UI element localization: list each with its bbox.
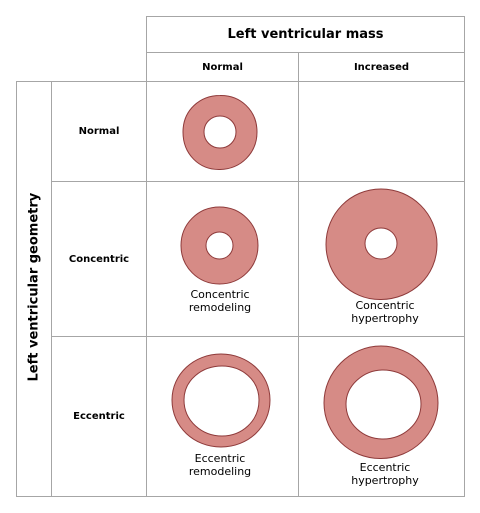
row-body-box — [16, 81, 465, 497]
left-ventricular-geometry-header: Left ventricular geometry — [26, 192, 42, 382]
row-label-normal: Normal — [78, 126, 120, 137]
caption-line: hypertrophy — [351, 474, 419, 487]
caption-line: Concentric — [355, 299, 415, 312]
ventricle-concentric-remodeling — [180, 206, 259, 285]
ventricle-normal-geometry — [182, 94, 258, 171]
caption-concentric-hypertrophy: Concentric hypertrophy — [315, 299, 455, 325]
caption-eccentric-remodeling: Eccentric remodeling — [150, 452, 290, 478]
ventricle-eccentric-remodeling — [171, 353, 271, 448]
column-header-increased: Increased — [353, 61, 410, 73]
caption-line: Concentric — [190, 288, 250, 301]
row-label-concentric: Concentric — [68, 253, 130, 265]
caption-line: hypertrophy — [351, 312, 419, 325]
ventricle-eccentric-hypertrophy — [323, 345, 439, 460]
caption-line: Eccentric — [194, 452, 246, 465]
caption-line: remodeling — [188, 465, 252, 478]
caption-line: Eccentric — [359, 461, 411, 474]
column-header-normal: Normal — [202, 61, 243, 73]
caption-line: remodeling — [188, 301, 252, 314]
ventricle-concentric-hypertrophy — [325, 188, 438, 301]
left-ventricular-mass-header: Left ventricular mass — [227, 27, 384, 42]
row-label-eccentric: Eccentric — [73, 411, 125, 422]
caption-concentric-remodeling: Concentric remodeling — [150, 288, 290, 314]
caption-eccentric-hypertrophy: Eccentric hypertrophy — [315, 461, 455, 487]
